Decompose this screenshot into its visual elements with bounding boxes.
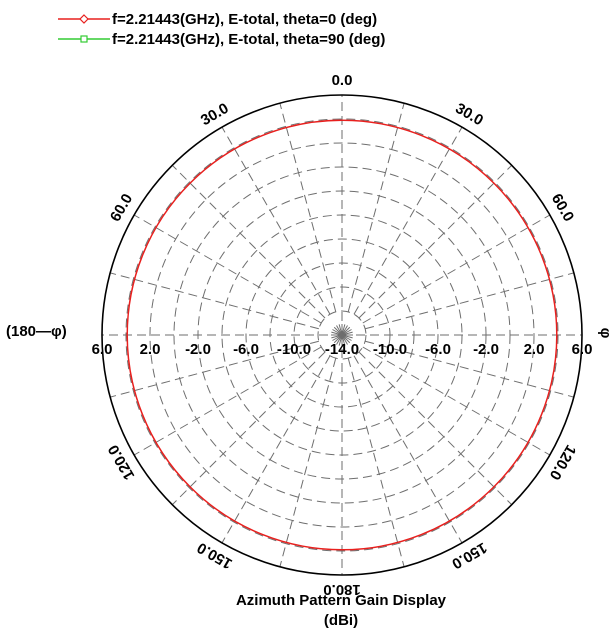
grid-ring xyxy=(317,310,367,360)
angle-tick-label: 150.0 xyxy=(449,539,490,572)
grid-spoke xyxy=(221,355,331,544)
grid-spoke xyxy=(279,103,337,312)
grid-spoke xyxy=(171,351,326,506)
radial-tick-label: -2.0 xyxy=(473,341,499,358)
grid-ring xyxy=(149,142,535,528)
grid-spoke xyxy=(221,126,331,315)
grid-spoke xyxy=(358,351,513,506)
grid-spoke xyxy=(365,340,574,398)
polar-grid xyxy=(101,94,583,576)
radial-tick-label: -2.0 xyxy=(185,341,211,358)
grid-spoke xyxy=(133,214,322,324)
radial-tick-label: -6.0 xyxy=(425,341,451,358)
angle-tick-label: 180.0 xyxy=(323,581,361,598)
grid-spoke xyxy=(358,164,513,319)
grid-spoke xyxy=(365,272,574,330)
legend-entry-1: f=2.21443(GHz), E-total, theta=0 (deg) xyxy=(58,11,377,28)
grid-spoke xyxy=(362,346,551,456)
angle-tick-label: 0.0 xyxy=(332,72,353,89)
grid-spoke xyxy=(110,272,319,330)
angle-tick-label: 120.0 xyxy=(546,442,579,483)
radial-center-label: -14.0 xyxy=(325,341,359,358)
grid-spoke xyxy=(353,126,463,315)
angle-axis-label-right: φ xyxy=(597,328,614,339)
radial-tick-label: 2.0 xyxy=(140,341,161,358)
series-trace-1 xyxy=(126,119,558,551)
grid-spoke xyxy=(347,103,405,312)
grid-spoke xyxy=(347,358,405,567)
legend: f=2.21443(GHz), E-total, theta=0 (deg) f… xyxy=(58,11,385,48)
grid-spoke xyxy=(279,358,337,567)
outer-frame xyxy=(101,94,583,576)
radial-tick-label: 6.0 xyxy=(92,341,113,358)
grid-ring xyxy=(245,238,439,432)
chart-unit-label: (dBi) xyxy=(324,612,358,629)
angle-tick-label: 150.0 xyxy=(194,539,235,572)
chart-title: Azimuth Pattern Gain Display xyxy=(236,592,447,609)
angle-axis-label-left: (180—φ) xyxy=(6,323,67,340)
legend-label-2: f=2.21443(GHz), E-total, theta=90 (deg) xyxy=(112,31,385,48)
legend-label-1: f=2.21443(GHz), E-total, theta=0 (deg) xyxy=(112,11,377,28)
radial-tick-label: 2.0 xyxy=(524,341,545,358)
center-mark xyxy=(338,324,346,346)
series-traces xyxy=(126,119,558,551)
radial-tick-label: 6.0 xyxy=(572,341,593,358)
radial-tick-label: -6.0 xyxy=(233,341,259,358)
grid-spoke xyxy=(362,214,551,324)
radial-tick-label: -10.0 xyxy=(277,341,311,358)
grid-spoke xyxy=(171,164,326,319)
radial-tick-label: -10.0 xyxy=(373,341,407,358)
legend-diamond-marker xyxy=(79,14,89,24)
angle-tick-label: 120.0 xyxy=(105,442,138,483)
grid-spoke xyxy=(133,346,322,456)
legend-square-marker xyxy=(80,35,88,43)
legend-entry-2: f=2.21443(GHz), E-total, theta=90 (deg) xyxy=(58,31,385,48)
grid-spoke xyxy=(110,340,319,398)
grid-spoke xyxy=(353,355,463,544)
